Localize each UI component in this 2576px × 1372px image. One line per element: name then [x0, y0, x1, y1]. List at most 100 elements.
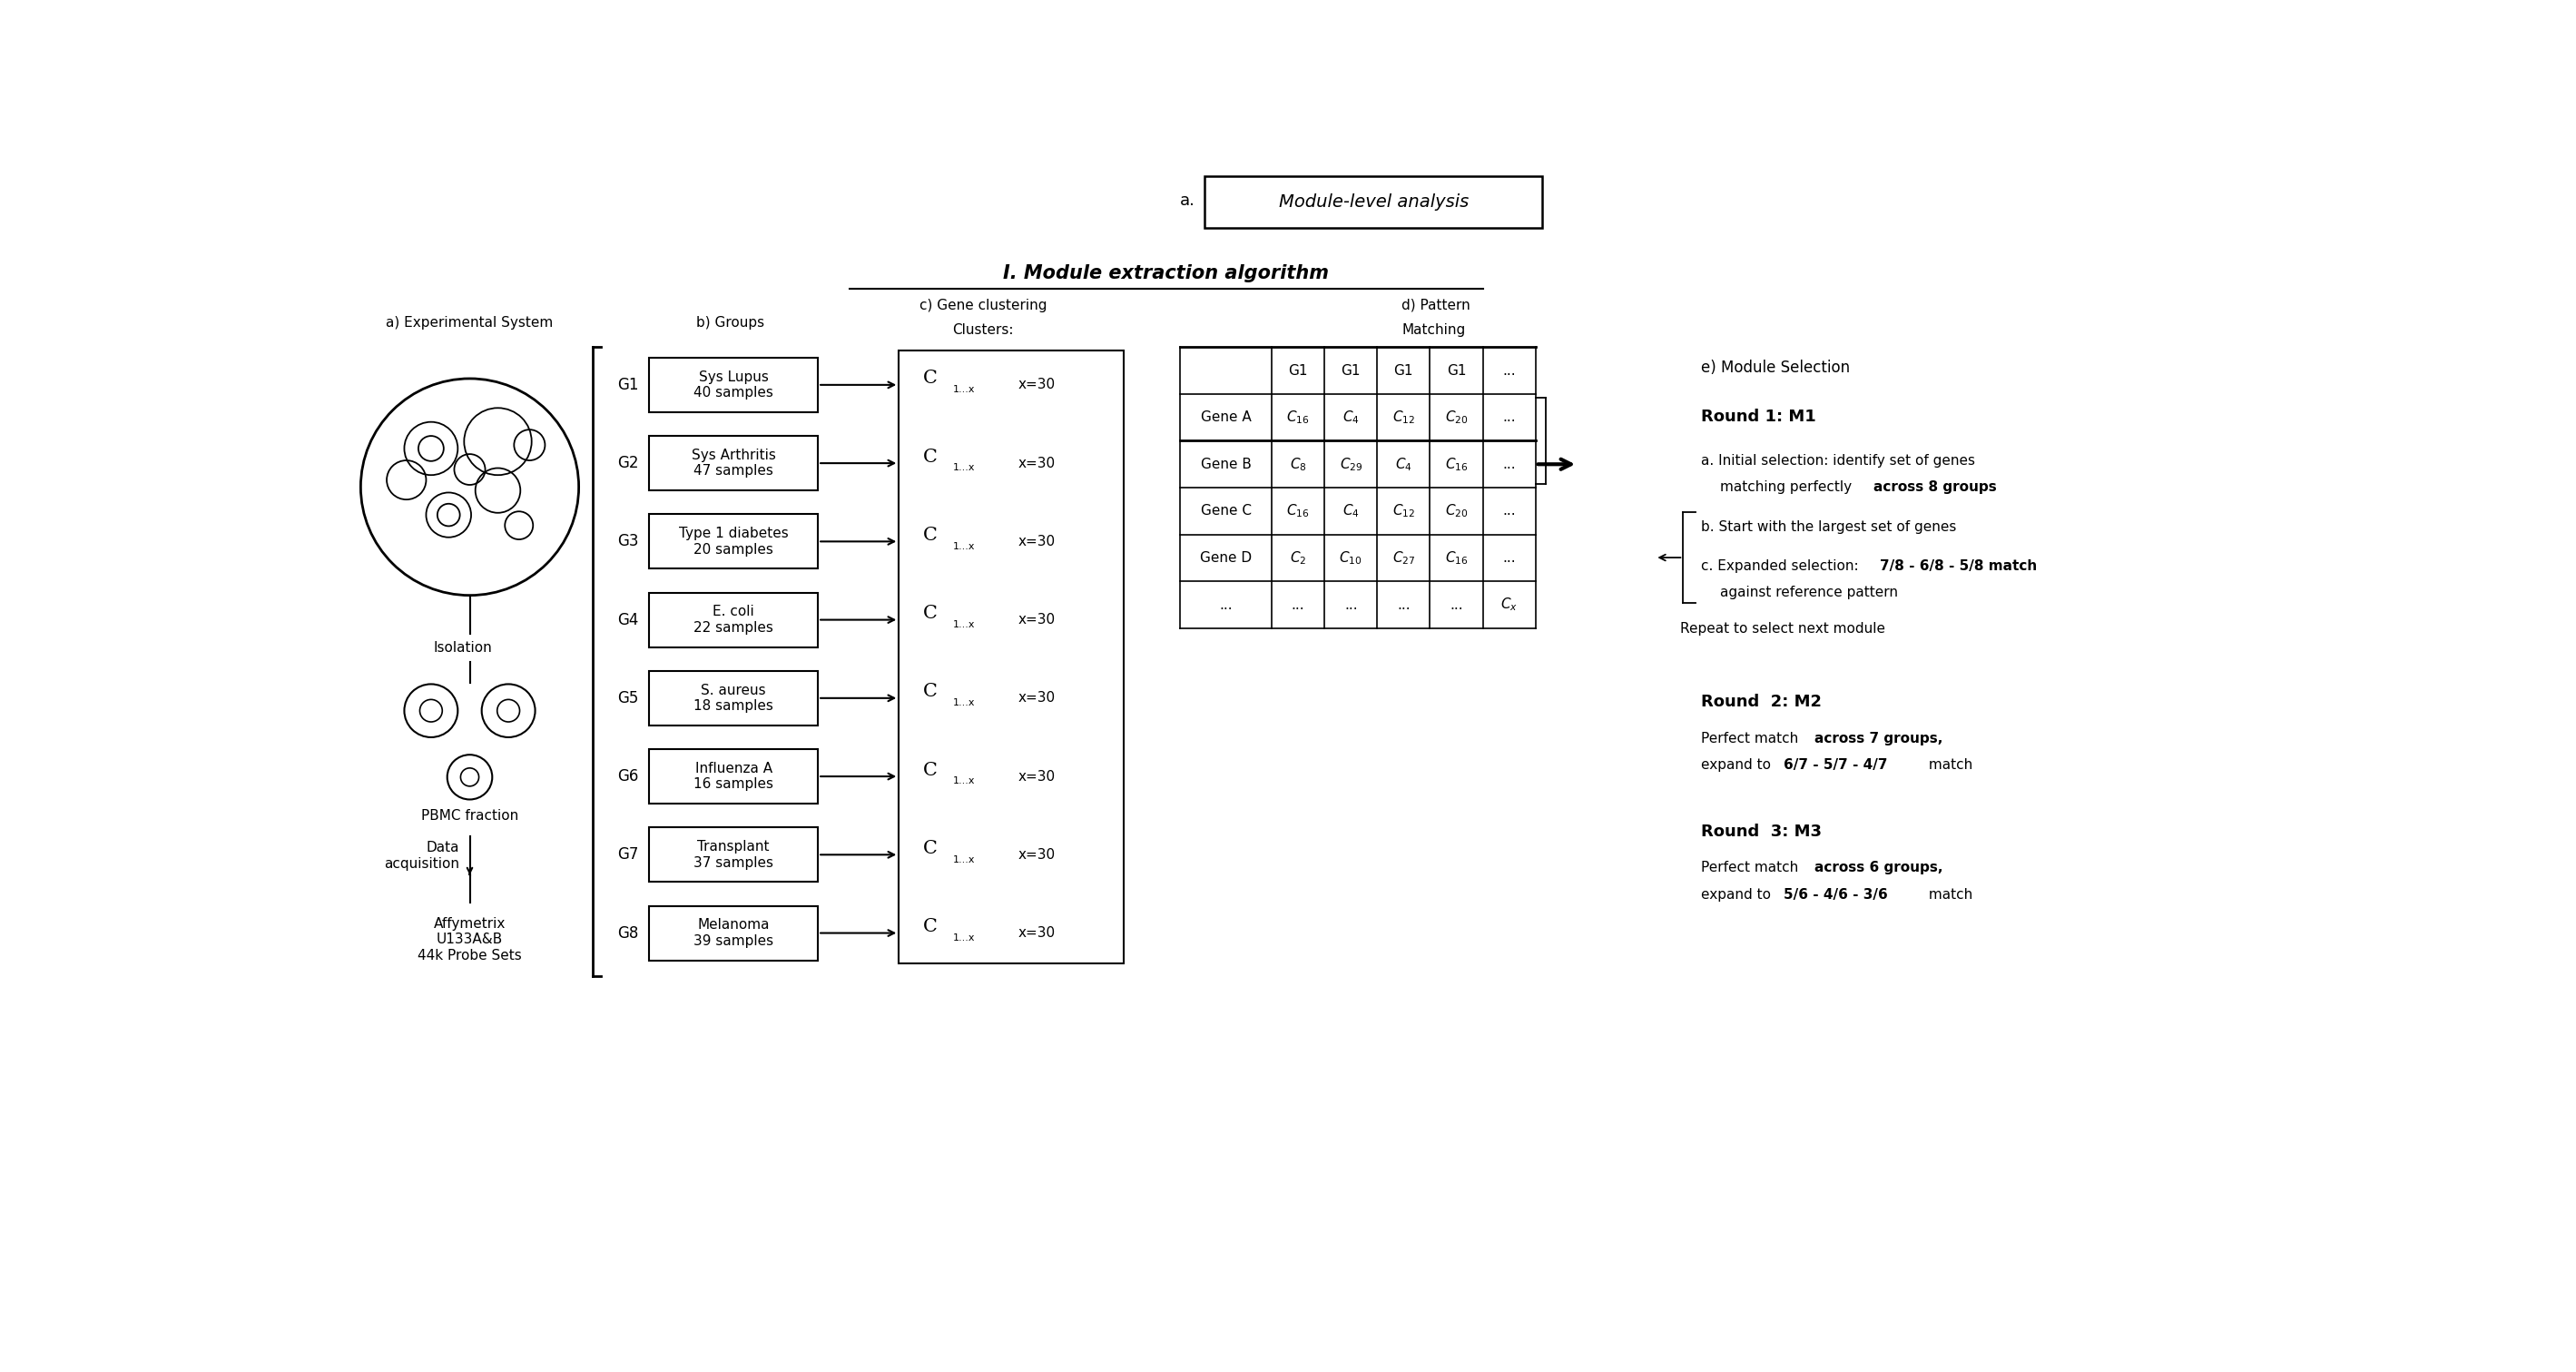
Text: x=30: x=30 [1018, 379, 1056, 391]
Text: $C_{29}$: $C_{29}$ [1340, 456, 1363, 473]
Text: Sys Lupus
40 samples: Sys Lupus 40 samples [693, 370, 773, 399]
Text: across 8 groups: across 8 groups [1873, 480, 1996, 494]
Text: $C_{16}$: $C_{16}$ [1445, 456, 1468, 473]
Text: $C_4$: $C_4$ [1396, 456, 1412, 473]
Text: 1...x: 1...x [953, 698, 976, 708]
Text: 1...x: 1...x [953, 855, 976, 864]
Text: across 6 groups,: across 6 groups, [1814, 862, 1942, 875]
Text: 1...x: 1...x [953, 464, 976, 472]
Text: G1: G1 [1288, 364, 1309, 377]
Text: Sys Arthritis
47 samples: Sys Arthritis 47 samples [690, 449, 775, 477]
Text: Perfect match: Perfect match [1700, 731, 1803, 745]
Text: Gene C: Gene C [1200, 505, 1252, 517]
Text: match: match [1924, 888, 1973, 901]
Text: Round  2: M2: Round 2: M2 [1700, 694, 1821, 711]
Text: G5: G5 [618, 690, 639, 707]
Text: Round  3: M3: Round 3: M3 [1700, 823, 1821, 840]
Text: c) Gene clustering: c) Gene clustering [920, 298, 1046, 311]
Text: $C_x$: $C_x$ [1499, 597, 1517, 613]
Text: a. Initial selection: identify set of genes: a. Initial selection: identify set of ge… [1700, 454, 1976, 468]
Text: $C_{16}$: $C_{16}$ [1285, 502, 1309, 520]
Text: Perfect match: Perfect match [1700, 862, 1803, 875]
Text: E. coli
22 samples: E. coli 22 samples [693, 605, 773, 634]
Text: x=30: x=30 [1018, 926, 1056, 940]
Text: x=30: x=30 [1018, 770, 1056, 783]
Text: C: C [922, 761, 938, 779]
Text: Type 1 diabetes
20 samples: Type 1 diabetes 20 samples [677, 527, 788, 556]
Text: G6: G6 [618, 768, 639, 785]
Text: c. Expanded selection:: c. Expanded selection: [1700, 560, 1862, 572]
FancyBboxPatch shape [649, 827, 819, 882]
Text: G2: G2 [618, 456, 639, 472]
Text: e) Module Selection: e) Module Selection [1700, 359, 1850, 376]
FancyBboxPatch shape [649, 906, 819, 960]
Text: S. aureus
18 samples: S. aureus 18 samples [693, 683, 773, 713]
Text: G8: G8 [618, 925, 639, 941]
Text: x=30: x=30 [1018, 848, 1056, 862]
Text: $C_{20}$: $C_{20}$ [1445, 502, 1468, 520]
Text: 1...x: 1...x [953, 542, 976, 552]
Text: ...: ... [1218, 598, 1231, 612]
Text: ...: ... [1502, 457, 1515, 471]
Text: $C_{10}$: $C_{10}$ [1340, 549, 1363, 567]
Text: $C_{16}$: $C_{16}$ [1285, 409, 1309, 425]
Text: $C_{20}$: $C_{20}$ [1445, 409, 1468, 425]
Text: Gene A: Gene A [1200, 410, 1252, 424]
Text: Matching: Matching [1401, 322, 1466, 336]
FancyBboxPatch shape [649, 593, 819, 648]
Text: Repeat to select next module: Repeat to select next module [1680, 622, 1886, 635]
Text: ...: ... [1502, 364, 1515, 377]
Text: expand to: expand to [1700, 888, 1775, 901]
Text: C: C [922, 527, 938, 543]
Text: Module-level analysis: Module-level analysis [1278, 193, 1468, 211]
Text: C: C [922, 918, 938, 936]
Text: I. Module extraction algorithm: I. Module extraction algorithm [1002, 265, 1329, 283]
Text: 1...x: 1...x [953, 386, 976, 394]
Text: matching perfectly: matching perfectly [1721, 480, 1857, 494]
Text: $C_4$: $C_4$ [1342, 502, 1360, 520]
FancyBboxPatch shape [649, 749, 819, 804]
Text: C: C [922, 449, 938, 465]
Text: G3: G3 [618, 534, 639, 550]
FancyBboxPatch shape [899, 351, 1123, 963]
Text: x=30: x=30 [1018, 535, 1056, 549]
FancyBboxPatch shape [649, 358, 819, 412]
Text: $C_{27}$: $C_{27}$ [1391, 549, 1414, 567]
Text: 6/7 - 5/7 - 4/7: 6/7 - 5/7 - 4/7 [1783, 759, 1888, 772]
Text: 1...x: 1...x [953, 620, 976, 630]
FancyBboxPatch shape [649, 671, 819, 726]
Text: Isolation: Isolation [433, 641, 492, 654]
Text: x=30: x=30 [1018, 613, 1056, 627]
Text: G1: G1 [1342, 364, 1360, 377]
Text: match: match [1924, 759, 1973, 772]
Text: ...: ... [1502, 505, 1515, 517]
Text: ...: ... [1291, 598, 1303, 612]
Text: a) Experimental System: a) Experimental System [386, 316, 554, 329]
Text: PBMC fraction: PBMC fraction [420, 808, 518, 822]
Text: $C_{12}$: $C_{12}$ [1391, 502, 1414, 520]
Text: x=30: x=30 [1018, 691, 1056, 705]
Text: ...: ... [1502, 552, 1515, 565]
Text: G4: G4 [618, 612, 639, 628]
Text: Influenza A
16 samples: Influenza A 16 samples [693, 761, 773, 792]
Text: 1...x: 1...x [953, 777, 976, 786]
Text: Melanoma
39 samples: Melanoma 39 samples [693, 918, 773, 948]
Text: $C_8$: $C_8$ [1291, 456, 1306, 473]
Text: $C_2$: $C_2$ [1291, 549, 1306, 567]
Text: Transplant
37 samples: Transplant 37 samples [693, 840, 773, 870]
Text: ...: ... [1345, 598, 1358, 612]
Text: x=30: x=30 [1018, 457, 1056, 471]
Text: 1...x: 1...x [953, 933, 976, 943]
Text: ...: ... [1450, 598, 1463, 612]
Text: ...: ... [1502, 410, 1515, 424]
Text: ...: ... [1396, 598, 1409, 612]
FancyBboxPatch shape [1206, 176, 1543, 228]
Text: Affymetrix
U133A&B
44k Probe Sets: Affymetrix U133A&B 44k Probe Sets [417, 916, 523, 962]
Text: d) Pattern: d) Pattern [1401, 298, 1471, 311]
Text: C: C [922, 370, 938, 387]
Text: $C_{16}$: $C_{16}$ [1445, 549, 1468, 567]
Text: Round 1: M1: Round 1: M1 [1700, 409, 1816, 425]
Text: 5/6 - 4/6 - 3/6: 5/6 - 4/6 - 3/6 [1783, 888, 1888, 901]
Text: Gene D: Gene D [1200, 552, 1252, 565]
Text: a.: a. [1180, 192, 1195, 209]
